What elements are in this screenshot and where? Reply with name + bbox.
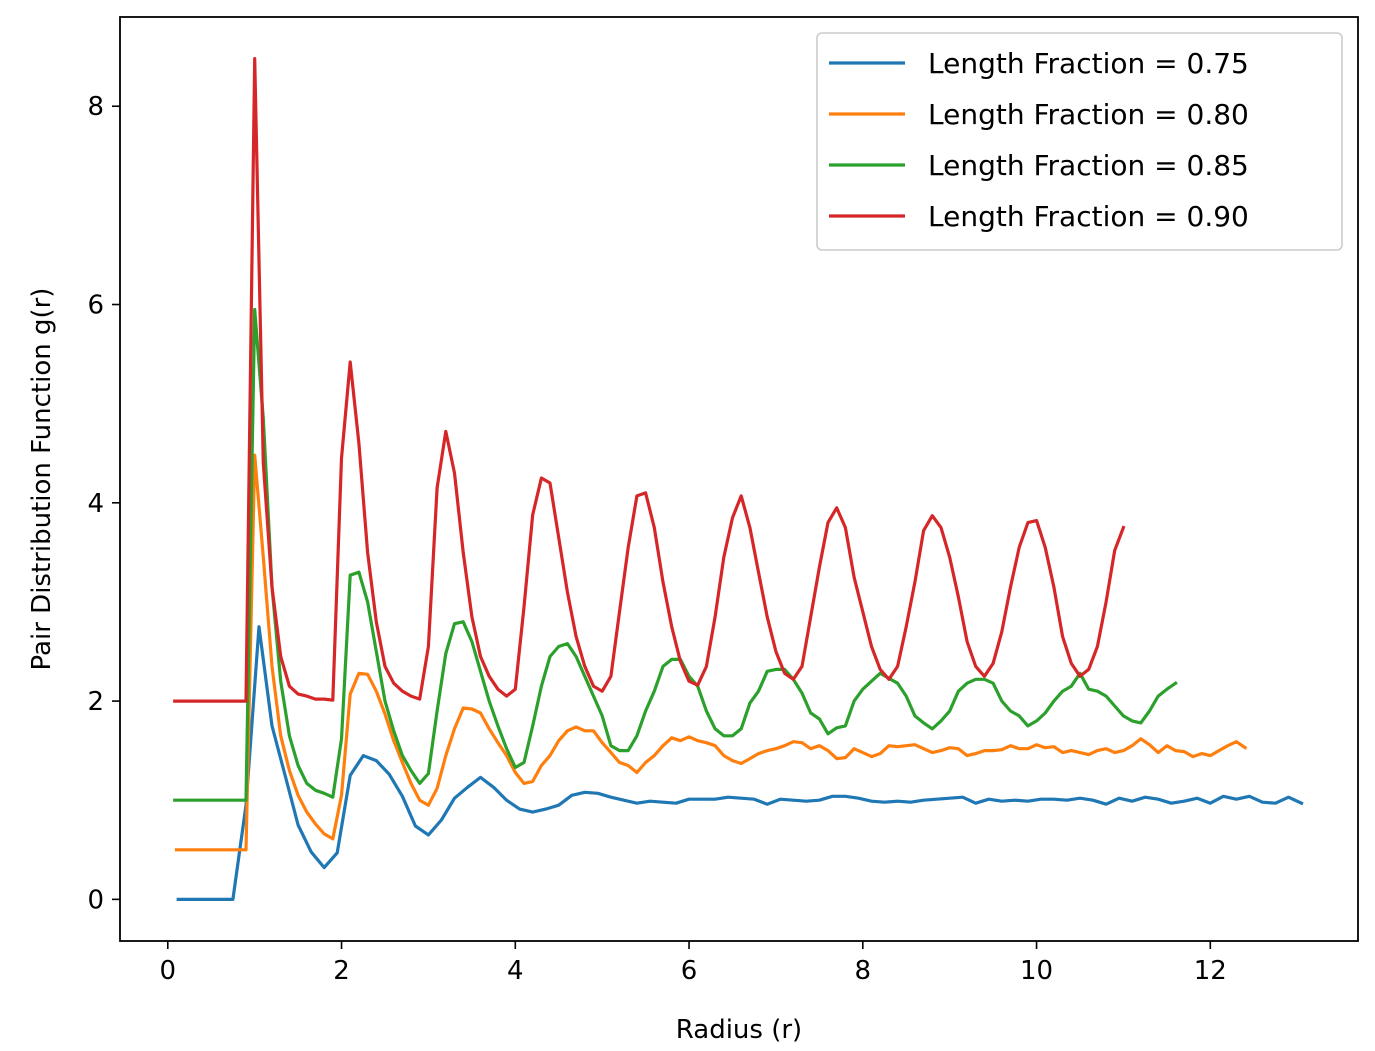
x-tick-label: 2 xyxy=(333,956,350,986)
series-line-3 xyxy=(173,307,1178,802)
series-line-1 xyxy=(176,625,1304,901)
legend: Length Fraction = 0.75 Length Fraction = … xyxy=(816,32,1343,251)
legend-label-3: Length Fraction = 0.85 xyxy=(928,149,1249,182)
y-tick-label: 0 xyxy=(87,885,104,915)
legend-label-4: Length Fraction = 0.90 xyxy=(928,200,1249,233)
legend-box xyxy=(816,32,1343,251)
plot-frame xyxy=(119,16,1359,942)
y-tick-label: 2 xyxy=(87,687,104,717)
y-axis-label: Pair Distribution Function g(r) xyxy=(27,288,57,671)
y-tick-label: 8 xyxy=(87,92,104,122)
x-tick-label: 8 xyxy=(855,956,872,986)
x-tick-label: 10 xyxy=(1020,956,1053,986)
y-tick-label: 6 xyxy=(87,291,104,321)
series-line-2 xyxy=(174,453,1248,852)
x-tick-label: 4 xyxy=(507,956,524,986)
legend-label-2: Length Fraction = 0.80 xyxy=(928,98,1249,131)
legend-label-1: Length Fraction = 0.75 xyxy=(928,47,1249,80)
y-axis: 0 2 4 6 8 xyxy=(87,92,120,915)
x-axis: 0 2 4 6 8 10 12 xyxy=(160,941,1227,986)
series-layer xyxy=(173,57,1304,901)
x-axis-label: Radius (r) xyxy=(676,1015,802,1045)
x-tick-label: 6 xyxy=(681,956,698,986)
x-tick-label: 12 xyxy=(1194,956,1227,986)
series-line-4 xyxy=(173,57,1126,703)
x-tick-label: 0 xyxy=(160,956,177,986)
y-tick-label: 4 xyxy=(87,489,104,519)
